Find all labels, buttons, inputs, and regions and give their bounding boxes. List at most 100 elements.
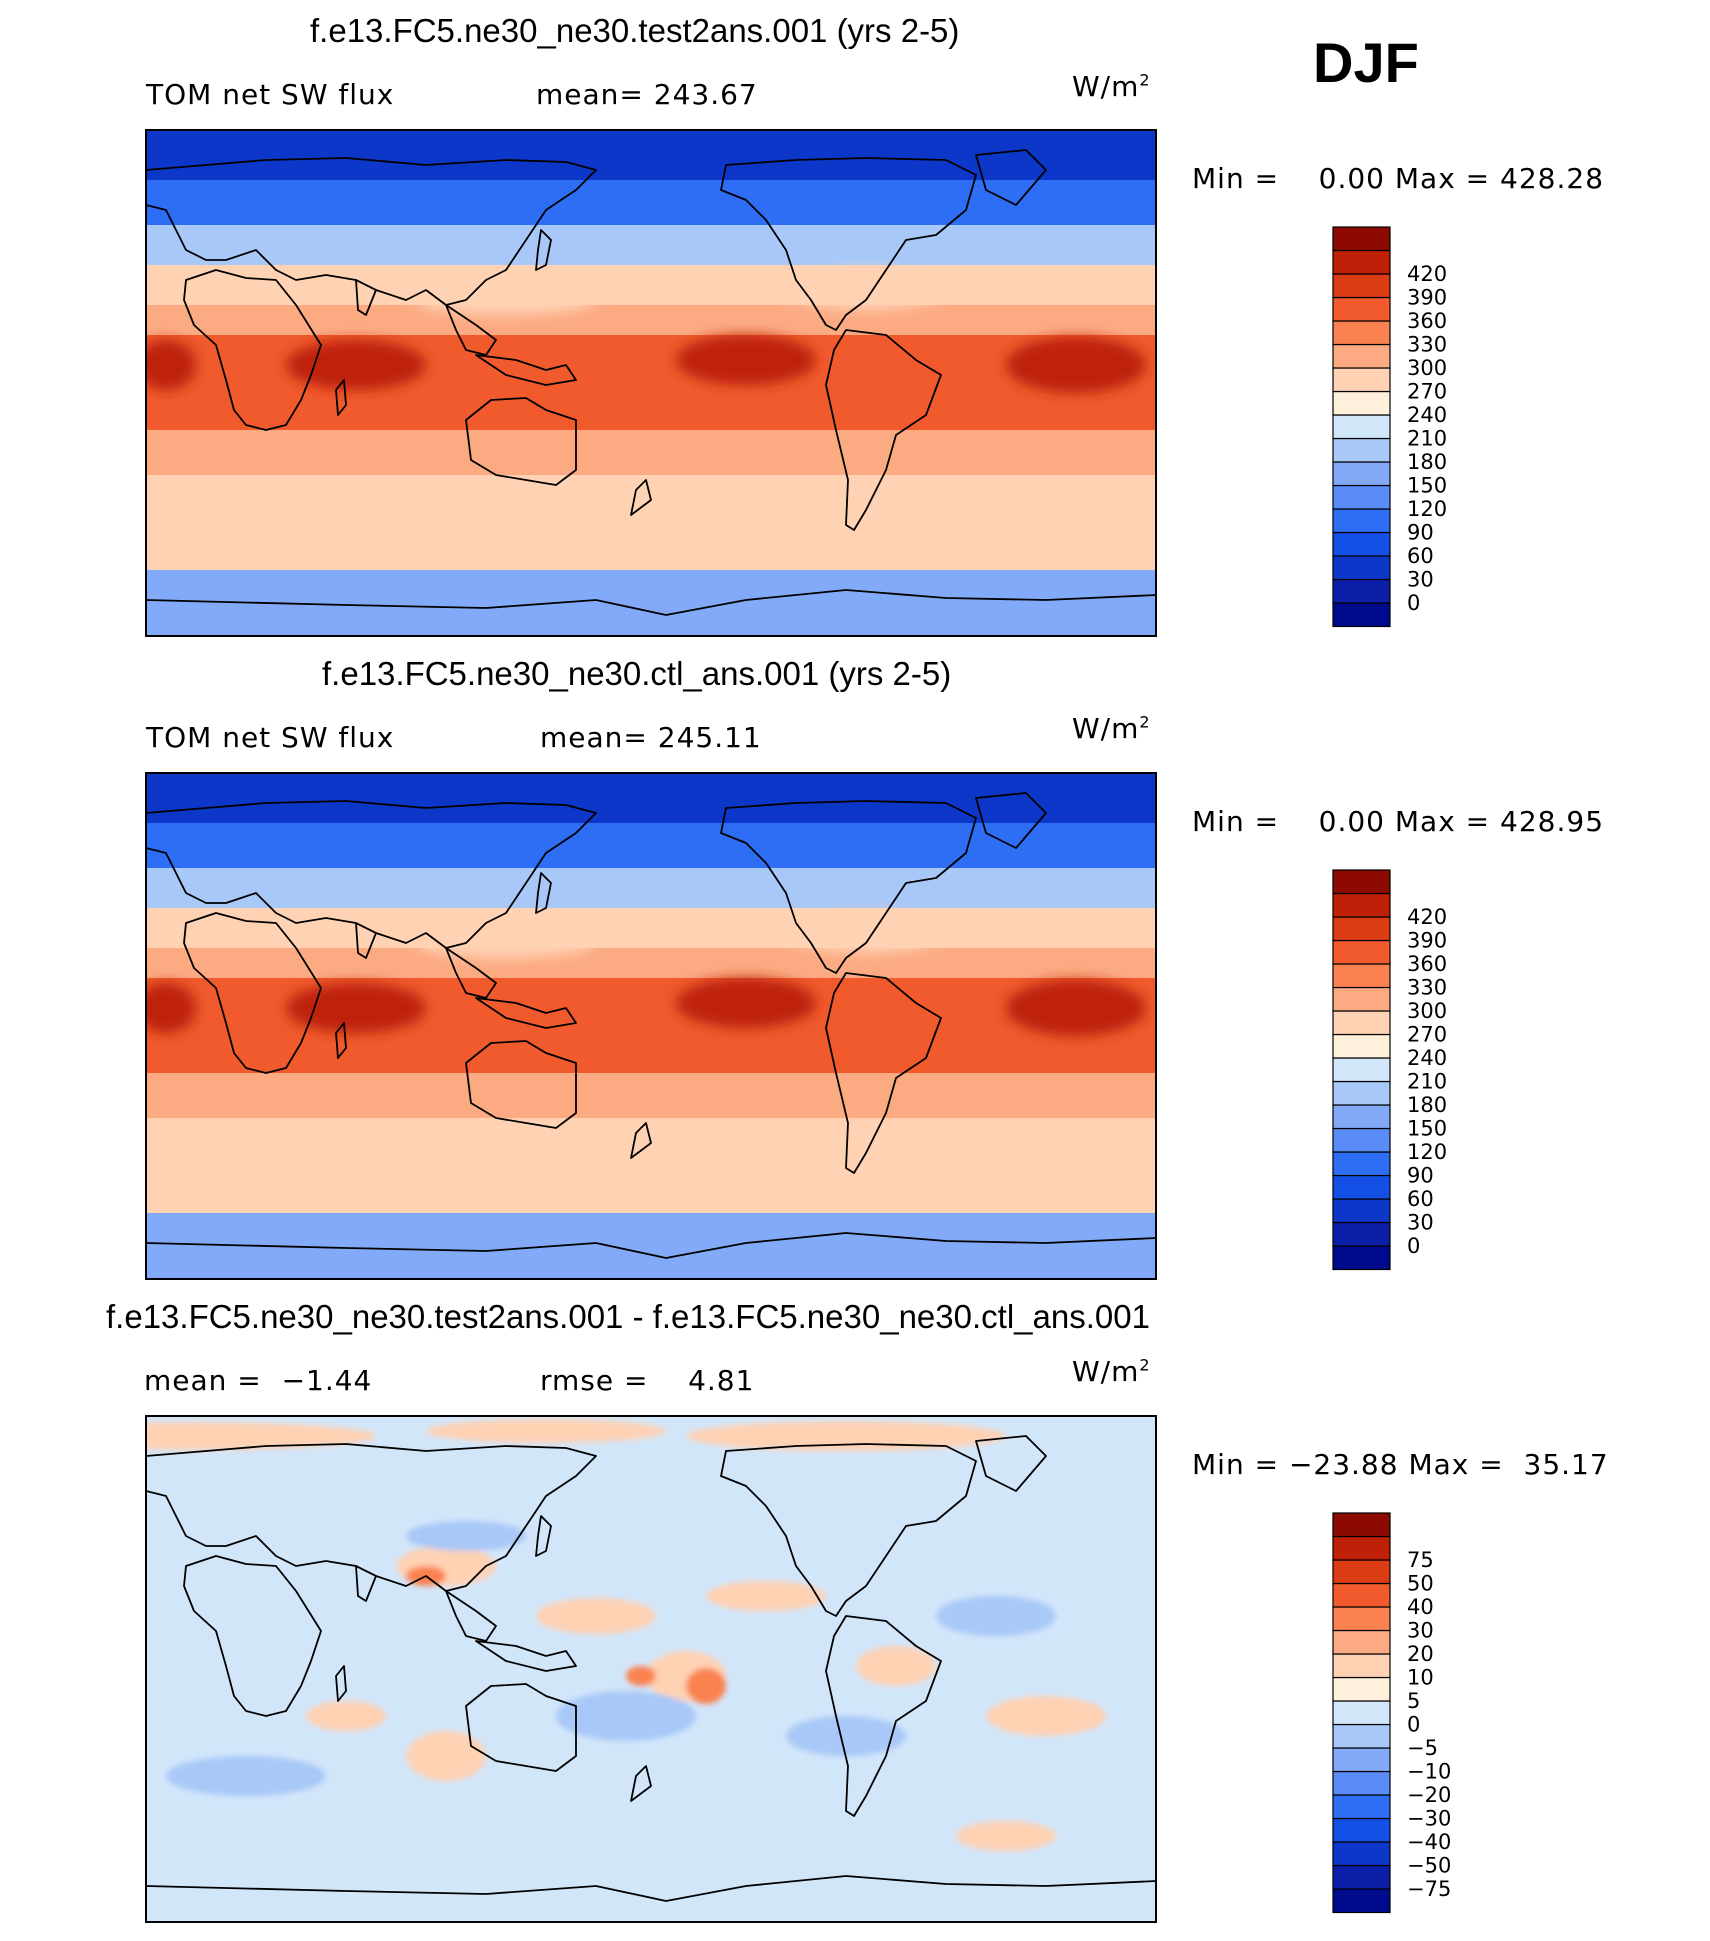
colorbar-tick-label: −40: [1407, 1830, 1451, 1854]
field-band: [146, 773, 1156, 823]
field-band: [146, 335, 1156, 430]
coastline-path: [720, 157, 977, 331]
colorbar-tick-label: 150: [1407, 1117, 1447, 1141]
colorbar-swatch: [1332, 1606, 1391, 1632]
colorbar-swatch: [1332, 1723, 1391, 1749]
season-label: DJF: [1313, 31, 1419, 94]
colorbar-swatch: [1332, 249, 1391, 275]
field-blob: [286, 983, 426, 1033]
coastline-path: [355, 1565, 377, 1602]
panel-3-units: W/m2: [1072, 1355, 1151, 1388]
panel-3-center-label: rmse = 4.81: [540, 1364, 755, 1397]
field-blob: [416, 928, 596, 958]
field-blob: [416, 285, 596, 315]
field-blob: [1006, 980, 1146, 1036]
colorbar-tick-label: 40: [1407, 1595, 1434, 1619]
diff-blob: [686, 1421, 1006, 1451]
colorbar-swatch: [1332, 1198, 1391, 1224]
coastline-path: [335, 1665, 347, 1702]
colorbar-tick-label: 210: [1407, 1070, 1447, 1094]
colorbar-swatch: [1332, 1080, 1391, 1106]
coastline-path: [535, 229, 552, 271]
field-blob: [786, 913, 946, 953]
colorbar-swatch: [1332, 1817, 1391, 1843]
diff-blob: [556, 1691, 696, 1741]
colorbar-swatch: [1332, 273, 1391, 299]
colorbar-tick-label: −30: [1407, 1807, 1451, 1831]
colorbar-tick-label: 390: [1407, 286, 1447, 310]
colorbar-swatch: [1332, 320, 1391, 346]
panel-2-units: W/m2: [1072, 712, 1151, 745]
field-band: [146, 978, 1156, 1073]
coastlines-3: [146, 1435, 1156, 1902]
coastline-path: [445, 947, 497, 999]
field-blob: [676, 978, 816, 1028]
colorbar-tick-label: 330: [1407, 976, 1447, 1000]
field-blobs: [146, 270, 1146, 393]
colorbar-swatch: [1332, 1151, 1391, 1177]
panel-3-title: f.e13.FC5.ne30_ne30.test2ans.001 - f.e13…: [106, 1298, 1150, 1335]
colorbar-swatch: [1332, 555, 1391, 581]
colorbar-tick-label: 240: [1407, 403, 1447, 427]
colorbar-tick-label: −20: [1407, 1783, 1451, 1807]
colorbar-swatch: [1332, 1033, 1391, 1059]
diff-blob: [406, 1731, 486, 1781]
colorbar-tick-label: −50: [1407, 1854, 1451, 1878]
colorbar-tick-label: 420: [1407, 905, 1447, 929]
diff-blob: [306, 1701, 386, 1731]
colorbar-tick-label: 60: [1407, 1187, 1434, 1211]
field-band: [146, 305, 1156, 335]
colorbar-swatch: [1332, 1245, 1391, 1271]
diff-blob: [406, 1521, 526, 1551]
colorbar-tick-label: 180: [1407, 1093, 1447, 1117]
coastline-path: [535, 1515, 552, 1557]
colorbar-swatch: [1332, 1841, 1391, 1867]
coastline-path: [183, 912, 322, 1074]
colorbar-tick-label: 5: [1407, 1689, 1420, 1713]
colorbar-tick-label: 90: [1407, 1164, 1434, 1188]
colorbar-swatch: [1332, 414, 1391, 440]
colorbar-tick-label: 0: [1407, 591, 1420, 615]
colorbar-tick-label: 50: [1407, 1572, 1434, 1596]
coastline-path: [975, 149, 1047, 206]
map-panel-1: [146, 130, 1156, 636]
colorbar-tick-label: 360: [1407, 952, 1447, 976]
field-blob: [676, 335, 816, 385]
coastline-path: [355, 922, 377, 959]
coastline-path: [465, 1040, 577, 1129]
coastline-path: [975, 792, 1047, 849]
colorbar-swatch: [1332, 1864, 1391, 1890]
coastlines-1: [146, 149, 1156, 616]
colorbar-tick-label: 120: [1407, 1140, 1447, 1164]
colorbar-swatch: [1332, 461, 1391, 487]
colorbar-tick-label: 90: [1407, 521, 1434, 545]
colorbar-tick-label: 420: [1407, 262, 1447, 286]
panel-1-minmax: Min = 0.00 Max = 428.28: [1192, 162, 1605, 195]
panel-1-center-label: mean= 243.67: [536, 78, 758, 111]
diff-blob: [956, 1821, 1056, 1851]
field-band: [146, 570, 1156, 636]
map-frame-2: [145, 772, 1157, 1280]
colorbar-swatch: [1332, 963, 1391, 989]
map-frame-1: [145, 129, 1157, 637]
colorbar-tick-label: 300: [1407, 999, 1447, 1023]
colorbar-swatch: [1332, 1653, 1391, 1679]
colorbar-swatch: [1332, 531, 1391, 557]
diff-blob: [936, 1596, 1056, 1636]
coastline-path: [183, 269, 322, 431]
field-band: [146, 130, 1156, 180]
coastline-path: [355, 279, 377, 316]
map-panel-3: [146, 1416, 1156, 1922]
coastline-path: [825, 1615, 942, 1817]
colorbar-swatch: [1332, 437, 1391, 463]
coastline-path: [465, 397, 577, 486]
colorbar-swatch: [1332, 1559, 1391, 1585]
colorbar-swatch: [1332, 1127, 1391, 1153]
coastline-path: [445, 1590, 497, 1642]
coastline-path: [720, 800, 977, 974]
coastline-path: [465, 1683, 577, 1772]
colorbar-tick-label: 30: [1407, 1619, 1434, 1643]
field-band: [146, 475, 1156, 570]
colorbar-tick-label: 390: [1407, 929, 1447, 953]
